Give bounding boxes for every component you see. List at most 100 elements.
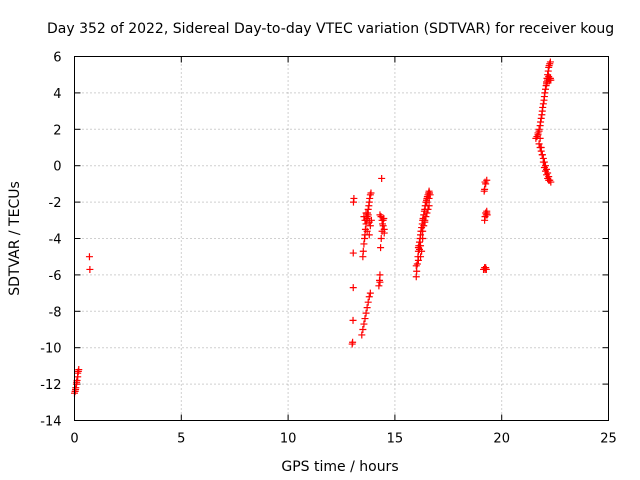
data-point (359, 247, 367, 255)
data-point (547, 178, 555, 186)
data-point (534, 131, 542, 139)
data-point (419, 235, 427, 242)
y-tick-label: -12 (40, 378, 61, 393)
data-point (535, 140, 543, 148)
x-tick-label: 25 (600, 432, 617, 447)
data-point (349, 284, 357, 292)
x-tick-label: 10 (280, 432, 297, 447)
data-point (483, 207, 491, 215)
data-point (358, 331, 366, 339)
data-point (376, 271, 384, 279)
data-point (539, 103, 547, 111)
data-point (377, 213, 385, 221)
y-tick-label: 0 (53, 160, 61, 175)
data-points (71, 58, 555, 397)
y-tick-label: 4 (53, 87, 61, 102)
x-axis-title: GPS time / hours (281, 459, 398, 475)
data-point (414, 256, 422, 264)
data-point (547, 76, 555, 84)
data-point (365, 293, 373, 301)
data-point (482, 209, 490, 217)
data-point (540, 158, 548, 166)
data-point (380, 229, 388, 237)
data-point (537, 114, 545, 122)
data-point (366, 222, 374, 230)
y-tick-label: 6 (53, 51, 61, 66)
data-point (535, 127, 543, 135)
y-tick-label: -14 (40, 415, 61, 430)
data-point (536, 144, 544, 151)
data-point (360, 320, 368, 328)
data-point (378, 174, 386, 182)
data-point (421, 216, 429, 224)
data-point (366, 194, 374, 202)
data-point (349, 249, 357, 257)
data-point (419, 227, 427, 235)
x-tick-label: 20 (493, 432, 510, 447)
data-point (365, 231, 373, 239)
data-point (539, 154, 547, 162)
data-point (426, 191, 434, 199)
data-point (420, 222, 428, 230)
y-tick-label: -2 (49, 196, 62, 211)
data-point (379, 222, 387, 230)
y-tick-label: -6 (49, 269, 62, 284)
data-point (363, 214, 371, 222)
x-tick-label: 15 (387, 432, 404, 447)
data-point (362, 309, 370, 317)
data-point (75, 366, 83, 374)
data-point (415, 238, 423, 246)
data-point (85, 253, 93, 261)
data-point (364, 298, 372, 306)
data-point (482, 265, 490, 273)
data-point (360, 240, 368, 248)
y-tick-label: -10 (40, 342, 61, 357)
data-point (361, 315, 369, 323)
data-point (481, 178, 489, 186)
data-point (412, 262, 420, 270)
x-tick-label: 0 (70, 432, 78, 447)
data-point (541, 162, 549, 170)
data-point (422, 213, 430, 221)
data-point (425, 202, 433, 210)
data-point (545, 173, 553, 181)
data-point (367, 189, 375, 197)
data-point (417, 242, 425, 250)
data-point (72, 386, 80, 394)
data-point (349, 338, 357, 346)
data-point (546, 60, 554, 68)
data-point (482, 180, 490, 188)
data-point (366, 191, 374, 199)
data-point (366, 289, 374, 297)
data-point (367, 216, 375, 224)
data-point (377, 235, 385, 242)
data-point (423, 198, 431, 206)
data-point (537, 118, 545, 126)
data-point (361, 225, 369, 233)
data-point (350, 194, 358, 202)
data-point (362, 220, 370, 228)
y-tick-labels: -14 -12 -10 -8 -6 -4 -2 0 2 4 6 (40, 51, 61, 430)
data-point (425, 194, 433, 202)
grid (74, 56, 609, 421)
y-tick-label: -8 (49, 305, 62, 320)
data-point (546, 58, 554, 66)
data-point (545, 62, 553, 70)
chart-title: Day 352 of 2022, Sidereal Day-to-day VTE… (47, 21, 614, 37)
y-tick-label: -4 (49, 233, 62, 248)
data-point (363, 227, 371, 235)
y-tick-label: 2 (53, 123, 61, 138)
data-point (413, 260, 421, 268)
data-point (424, 205, 432, 213)
data-point (423, 209, 431, 217)
plot-frame (74, 56, 609, 421)
data-point (541, 85, 549, 93)
data-point (538, 151, 546, 159)
x-tick-labels: 0 5 10 15 20 25 (70, 432, 616, 447)
data-point (483, 176, 491, 184)
data-point (417, 253, 425, 261)
data-point (541, 89, 549, 97)
data-point (349, 316, 357, 324)
data-point (537, 147, 545, 155)
